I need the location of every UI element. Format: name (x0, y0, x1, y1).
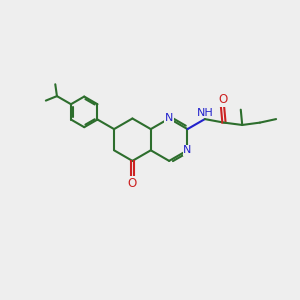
Text: O: O (128, 177, 137, 190)
Text: O: O (218, 93, 227, 106)
Text: N: N (165, 113, 173, 124)
Text: N: N (183, 145, 192, 155)
Text: NH: NH (196, 108, 213, 118)
